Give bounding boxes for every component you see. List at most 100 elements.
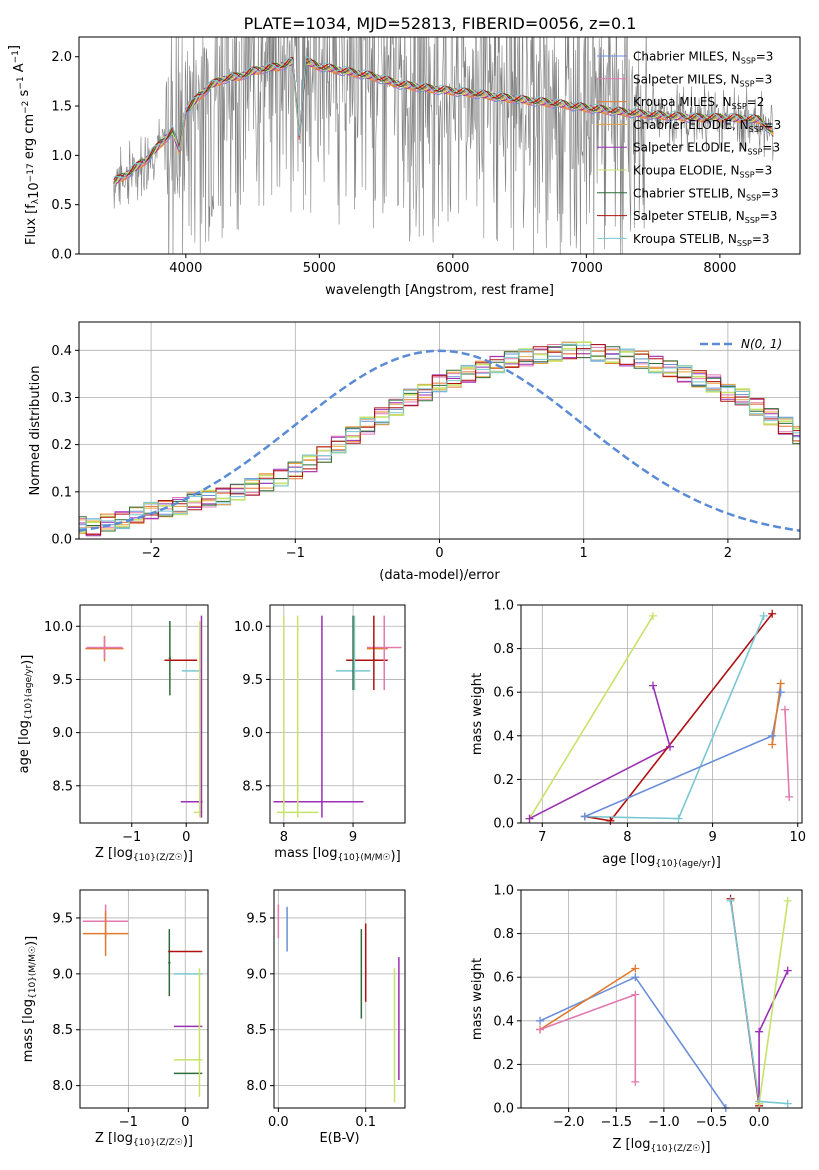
legend-label-part: Salpeter MILES, N xyxy=(633,72,740,86)
y-axis-label: age [log{10}(age/yr)] xyxy=(17,655,35,774)
label-part: age [log xyxy=(602,852,655,867)
age-weight-panel: 7 8 9 10 0.0 0.2 0.4 0.6 0.8 1.0 age [log{10}(age/… xyxy=(470,599,806,871)
series-line-kroupa_elodie xyxy=(758,900,789,1104)
data-point-salpeter_miles xyxy=(631,990,640,999)
x-tick-label: −1.0 xyxy=(648,1115,680,1130)
y-tick-label: 9.5 xyxy=(52,673,73,688)
data-point-salpeter_miles xyxy=(536,1025,545,1034)
y-tick-label: 0.0 xyxy=(493,1102,514,1117)
y-axis-label: mass [log{10}(M/M☉)] xyxy=(21,936,39,1062)
label-part: mass [log xyxy=(21,999,36,1062)
legend-label-part: Chabrier STELIB, N xyxy=(633,186,746,200)
y-tick-label: 9.0 xyxy=(52,967,73,982)
subscript: SSP xyxy=(737,239,752,248)
label-part: Z [log xyxy=(95,1131,133,1146)
plot-area xyxy=(277,904,400,1103)
series-line-salpeter_elodie xyxy=(758,970,789,1104)
subscript: SSP xyxy=(747,148,762,157)
y-tick-label: 9.5 xyxy=(246,911,267,926)
x-tick-label: 0 xyxy=(181,1115,189,1130)
x-tick-label: 0 xyxy=(435,546,443,561)
data-spectrum-line xyxy=(113,37,774,254)
z-mass-panel: −1 08.08.59.09.5Z [log{10}(Z/Z☉)]mass [lo… xyxy=(21,889,209,1149)
histogram-line-chabrier_elodie xyxy=(79,341,800,530)
y-tick-label: 0.6 xyxy=(493,971,514,986)
data-point-kroupa_stelib xyxy=(783,1099,792,1108)
label-part: )] xyxy=(700,1140,710,1155)
model-line-salpeter_stelib xyxy=(113,57,774,180)
series-line-chabrier_miles xyxy=(539,976,727,1108)
plot-area xyxy=(79,341,800,537)
y-tick-label: 0.2 xyxy=(493,773,514,788)
data-point-chabrier_miles xyxy=(580,812,589,821)
series-line-chabrier_miles xyxy=(584,692,782,818)
label-part: Z [log xyxy=(613,1137,651,1152)
spectrum-panel: 4000 5000 6000 7000 8000 0.0 0.5 1.0 1.5 2.0 PLATE… xyxy=(7,14,801,298)
x-tick-label: 7 xyxy=(538,830,546,845)
data-point-salpeter_elodie xyxy=(525,814,534,823)
x-tick-label: 2 xyxy=(724,546,732,561)
y-axis-label: Normed distribution xyxy=(28,366,43,496)
legend-label: Chabrier MILES, NSSP=3 xyxy=(633,50,773,66)
subscript: SSP xyxy=(746,193,761,202)
y-axis-label-part: −1 xyxy=(11,50,21,63)
y-tick-label: 8.5 xyxy=(246,1023,267,1038)
y-tick-label: 1.0 xyxy=(51,149,72,164)
x-tick-label: −0.5 xyxy=(696,1115,728,1130)
axes-frame xyxy=(79,889,209,1109)
label-part: )] xyxy=(183,1134,193,1149)
subscript: {10}(Z/Z☉ xyxy=(650,1144,700,1154)
data-point-kroupa_elodie xyxy=(783,896,792,905)
x-tick-label: 10 xyxy=(789,830,806,845)
y-axis-label-part: −2 xyxy=(21,101,31,114)
data-point-chabrier_miles xyxy=(776,688,785,697)
data-point-kroupa_stelib xyxy=(674,814,683,823)
x-tick-label: 4000 xyxy=(169,261,202,276)
data-point-chabrier_miles xyxy=(631,973,640,982)
subscript: {10}(age/yr xyxy=(655,859,711,869)
legend-label: N(0, 1) xyxy=(741,337,782,351)
y-tick-label: 0.2 xyxy=(493,1058,514,1073)
legend-label-part: =3 xyxy=(761,186,779,200)
y-tick-label: 8.5 xyxy=(242,779,263,794)
legend-label-part: =3 xyxy=(762,141,780,155)
y-tick-label: 0.0 xyxy=(493,817,514,832)
x-tick-label: −1.5 xyxy=(600,1115,632,1130)
legend-label: Salpeter MILES, NSSP=3 xyxy=(633,72,772,88)
y-tick-label: 0.0 xyxy=(51,533,72,548)
label-part: )] xyxy=(391,849,401,864)
legend-label-part: =3 xyxy=(760,209,778,223)
x-tick-label: 7000 xyxy=(570,261,603,276)
y-tick-label: 1.0 xyxy=(493,599,514,614)
y-axis-label-part: 10 xyxy=(27,182,42,199)
label-part: E(B-V) xyxy=(319,1131,359,1146)
y-tick-label: 9.5 xyxy=(242,673,263,688)
axes-frame xyxy=(520,604,803,824)
x-axis-label: mass [log{10}(M/M☉)] xyxy=(274,846,400,864)
y-tick-label: 1.0 xyxy=(493,884,514,899)
axes-frame xyxy=(78,321,801,540)
x-tick-label: 8 xyxy=(623,830,631,845)
label-part: )] xyxy=(20,655,35,665)
x-axis-label: E(B-V) xyxy=(319,1131,359,1146)
y-tick-label: 8.5 xyxy=(52,1023,73,1038)
legend-label-part: =2 xyxy=(747,95,765,109)
x-tick-label: −2 xyxy=(142,546,161,561)
legend-label-part: Chabrier ELODIE, N xyxy=(633,118,749,132)
plot-area xyxy=(273,615,402,818)
x-tick-label: 1 xyxy=(580,546,588,561)
histogram-line-salpeter_elodie xyxy=(79,344,800,537)
data-point-kroupa_stelib xyxy=(759,611,768,620)
data-point-salpeter_miles xyxy=(780,705,789,714)
subscript: {10}(Z/Z☉ xyxy=(133,853,183,863)
series-line-kroupa_miles xyxy=(771,683,782,745)
data-point-kroupa_stelib xyxy=(726,896,735,905)
y-tick-label: 9.5 xyxy=(52,911,73,926)
y-tick-label: 0.8 xyxy=(493,642,514,657)
data-point-kroupa_miles xyxy=(776,679,785,688)
data-point-salpeter_miles xyxy=(631,1077,640,1086)
y-tick-label: 0.0 xyxy=(51,248,72,263)
plot-area xyxy=(85,615,203,818)
y-axis-label-part: −17 xyxy=(26,163,36,182)
